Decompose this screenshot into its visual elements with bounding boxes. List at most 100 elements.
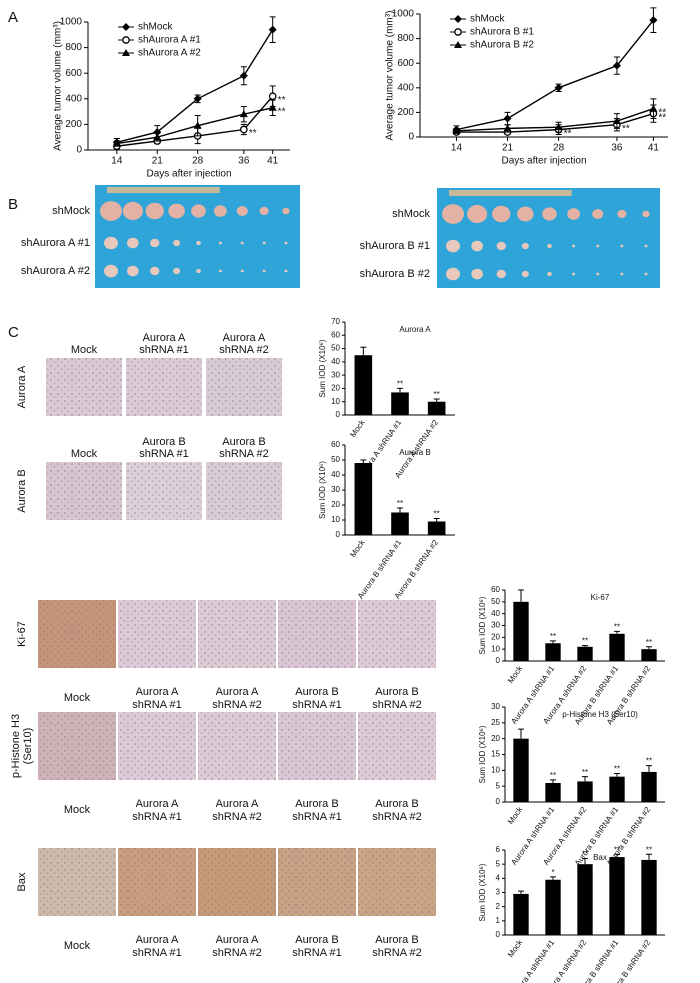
- ruler: [449, 190, 572, 196]
- significance: **: [550, 771, 556, 780]
- tumor: [191, 204, 206, 218]
- ruler: [107, 187, 220, 193]
- marker: [268, 25, 277, 34]
- significance: **: [550, 632, 556, 641]
- significance: **: [582, 637, 588, 646]
- significance: **: [614, 765, 620, 774]
- tumor: [150, 238, 160, 248]
- y-tick-label: 0: [336, 410, 341, 419]
- tumor: [236, 206, 248, 216]
- tumor: [259, 206, 269, 216]
- x-tick-label: 21: [502, 143, 514, 154]
- photo-label: shMock: [52, 205, 90, 217]
- series-line: [116, 29, 274, 143]
- y-axis-label: Sum IOD (X10⁶): [478, 596, 487, 654]
- x-tick-label: 28: [192, 156, 204, 167]
- marker: [193, 94, 202, 103]
- y-tick-label: 60: [491, 585, 500, 594]
- significance: **: [434, 390, 440, 399]
- y-tick-label: 4: [496, 873, 501, 882]
- y-tick-label: 2: [496, 902, 501, 911]
- significance: **: [564, 128, 572, 139]
- tumor: [642, 210, 650, 218]
- bar: [427, 521, 446, 535]
- row-label: Aurora B: [16, 469, 28, 512]
- bar: [545, 643, 561, 661]
- chart-title: Ki-67: [591, 593, 610, 602]
- bar: [354, 355, 373, 415]
- micrograph-texture: [118, 712, 196, 780]
- tumor: [547, 271, 552, 277]
- x-tick-label: Mock: [506, 663, 525, 685]
- tumor: [127, 265, 139, 277]
- marker: [554, 83, 563, 92]
- legend-label: shAurora A #2: [138, 48, 201, 59]
- y-tick-label: 20: [491, 734, 500, 743]
- significance: **: [646, 638, 652, 647]
- tumor: [471, 240, 483, 252]
- error-bar: [550, 640, 556, 644]
- micrograph-texture: [126, 358, 202, 416]
- column-label: shRNA #2: [219, 344, 269, 356]
- error-bar: [582, 776, 588, 782]
- y-tick-label: 600: [397, 58, 414, 69]
- marker: [452, 126, 461, 134]
- error-bar: [550, 876, 556, 880]
- error-bar: [582, 645, 588, 647]
- y-tick-label: 20: [331, 384, 340, 393]
- micrograph-texture: [198, 600, 276, 668]
- row-label: p-Histone H3: [10, 714, 22, 778]
- micrograph-texture: [278, 600, 356, 668]
- column-label: shRNA #2: [212, 699, 262, 711]
- y-tick-label: 600: [65, 68, 82, 79]
- y-tick-label: 0: [496, 797, 501, 806]
- y-tick-label: 200: [65, 119, 82, 130]
- significance: **: [658, 107, 666, 118]
- y-tick-label: 1: [496, 916, 501, 925]
- significance: **: [278, 95, 286, 106]
- column-label: Aurora A: [136, 934, 179, 946]
- legend-marker: [454, 41, 462, 48]
- tumor: [592, 209, 604, 219]
- legend-marker: [454, 15, 462, 23]
- y-tick-label: 50: [331, 344, 340, 353]
- error-bar: [518, 589, 524, 602]
- panel-label: C: [8, 324, 19, 341]
- column-label: shRNA #2: [372, 947, 422, 959]
- tumor: [104, 264, 118, 278]
- tumor: [145, 202, 164, 220]
- photo-label: shAurora A #2: [21, 265, 90, 277]
- tumor: [284, 241, 288, 245]
- y-tick-label: 50: [331, 455, 340, 464]
- bar: [391, 512, 409, 535]
- x-tick-label: 36: [611, 143, 623, 154]
- error-bar: [646, 853, 652, 860]
- tumor: [617, 209, 627, 219]
- tumor: [496, 269, 506, 279]
- tumor: [492, 205, 511, 223]
- micrograph-texture: [198, 848, 276, 916]
- significance: **: [614, 623, 620, 632]
- column-label: shRNA #2: [212, 811, 262, 823]
- chart: 0 200 400 600 800 1000 14 21 28 36 41 Average tumor…: [385, 7, 668, 167]
- tumor: [104, 236, 118, 250]
- marker: [153, 128, 162, 137]
- y-axis-label: Sum IOD (X10⁶): [318, 461, 327, 519]
- tumor: [547, 243, 552, 249]
- tumor: [100, 201, 122, 221]
- error-bar: [397, 507, 403, 513]
- error-bar: [550, 779, 556, 783]
- error-bar: [433, 398, 440, 402]
- y-tick-label: 10: [331, 515, 340, 524]
- error-bar: [518, 728, 524, 739]
- significance: **: [397, 380, 403, 389]
- tumor: [213, 205, 227, 217]
- column-label: shRNA #1: [139, 344, 189, 356]
- error-bar: [360, 459, 367, 463]
- tumor: [196, 268, 201, 274]
- micrograph-texture: [46, 462, 122, 520]
- legend-label: shMock: [138, 22, 173, 33]
- micrograph-texture: [206, 358, 282, 416]
